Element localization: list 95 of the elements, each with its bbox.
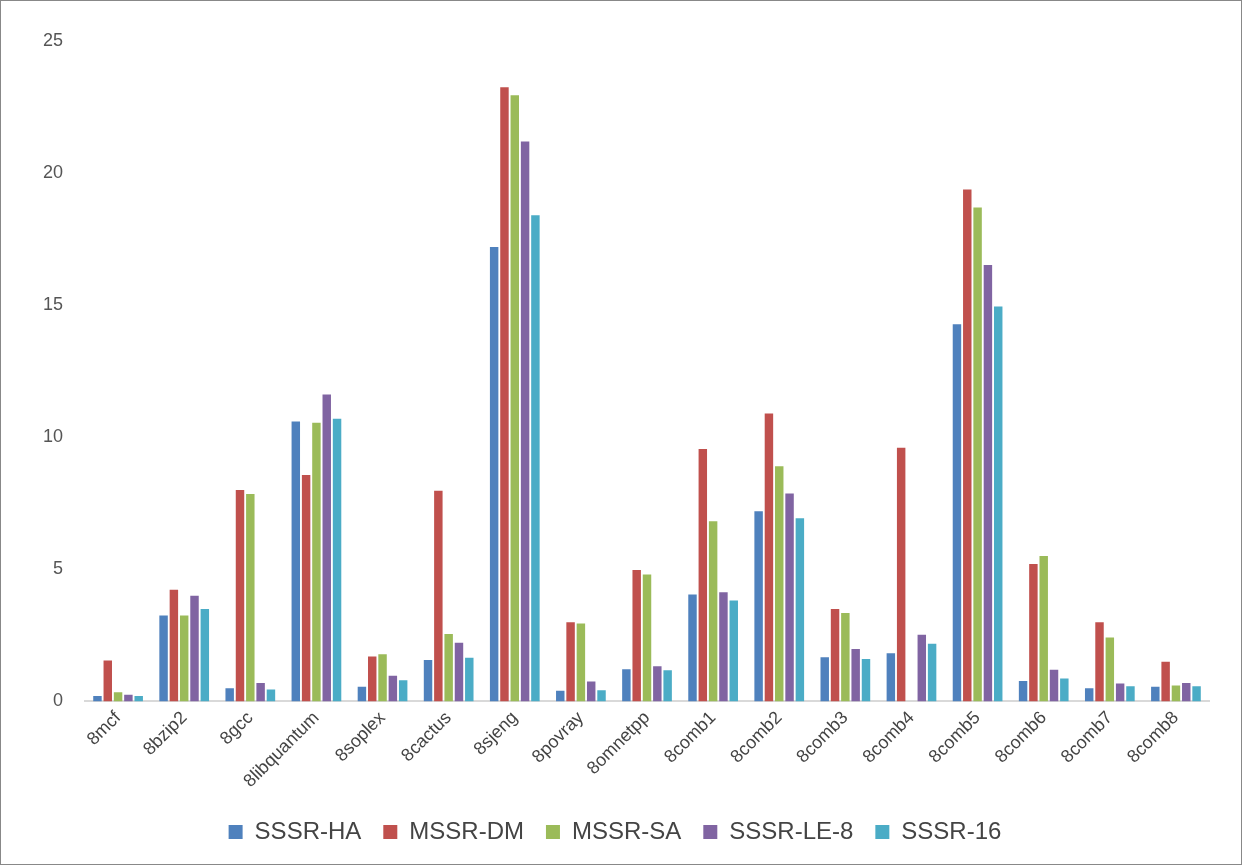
bar — [246, 494, 255, 702]
bar — [952, 324, 962, 702]
bar — [423, 659, 433, 702]
bar — [134, 696, 143, 702]
y-tick-label: 20 — [42, 162, 64, 183]
bar — [851, 649, 860, 702]
bar — [291, 421, 301, 702]
bar — [531, 215, 540, 702]
bar — [719, 592, 728, 702]
bar — [993, 306, 1003, 702]
bar — [332, 418, 342, 702]
bar — [556, 690, 565, 702]
bar — [775, 466, 784, 702]
bar — [688, 594, 697, 702]
bar — [1084, 688, 1094, 702]
bar — [1105, 637, 1115, 702]
bar — [764, 413, 774, 702]
bar — [1039, 556, 1048, 702]
bar — [113, 692, 123, 702]
bar — [1049, 669, 1059, 702]
legend-label: SSSR-HA — [254, 816, 362, 844]
y-tick-label: 15 — [42, 294, 64, 315]
bar — [434, 490, 443, 702]
y-tick-label: 25 — [42, 29, 64, 50]
y-tick-label: 5 — [53, 558, 64, 579]
bar — [1029, 564, 1038, 702]
legend-label: SSSR-16 — [901, 816, 1002, 844]
bar — [795, 518, 805, 702]
bar — [398, 680, 408, 702]
bar — [322, 394, 331, 702]
bar — [225, 688, 234, 702]
bar — [886, 653, 896, 702]
bar — [520, 141, 530, 702]
bar — [729, 600, 738, 702]
bar — [1018, 681, 1028, 702]
bar — [312, 422, 321, 702]
bar — [200, 608, 210, 702]
legend-label: MSSR-SA — [571, 816, 682, 844]
bar — [388, 675, 398, 702]
bar — [256, 682, 265, 702]
bar — [169, 589, 179, 702]
bar — [266, 689, 276, 702]
bar — [510, 95, 520, 702]
bar — [576, 623, 586, 702]
bar — [708, 521, 718, 702]
bar — [368, 656, 377, 702]
bar — [93, 696, 102, 702]
bar — [1151, 686, 1160, 702]
bar — [500, 87, 509, 702]
bar — [357, 686, 367, 702]
bar — [190, 595, 199, 702]
y-tick-label: 0 — [53, 690, 64, 711]
bar — [444, 634, 453, 702]
bar — [1060, 678, 1069, 702]
bar — [1161, 661, 1170, 702]
bar — [663, 670, 672, 702]
bar — [622, 669, 631, 702]
bar — [566, 622, 575, 702]
legend-label: MSSR-DM — [409, 816, 524, 844]
bar — [1115, 683, 1125, 702]
bar — [1126, 686, 1135, 702]
bar — [785, 493, 794, 702]
bar — [820, 657, 829, 702]
bar — [235, 490, 245, 702]
bar — [653, 666, 662, 702]
bar — [597, 690, 606, 702]
bar — [103, 660, 112, 702]
bar — [179, 615, 189, 702]
bar — [159, 615, 168, 702]
bar — [973, 207, 982, 702]
bar — [983, 265, 993, 702]
bar — [454, 642, 464, 702]
bar — [698, 449, 708, 702]
bar — [841, 612, 850, 702]
bar — [754, 511, 763, 702]
bar — [1095, 622, 1104, 702]
bar — [124, 694, 133, 702]
bar — [1192, 686, 1201, 702]
bar — [963, 189, 972, 702]
bar — [378, 654, 387, 702]
bar — [1182, 682, 1191, 702]
bar — [927, 643, 937, 702]
bar — [917, 634, 927, 702]
bar — [586, 681, 596, 702]
bar — [1171, 685, 1181, 702]
legend-label: SSSR-LE-8 — [729, 816, 854, 844]
bar — [465, 657, 474, 702]
bar — [830, 608, 840, 702]
bar — [301, 475, 311, 702]
bar — [861, 659, 871, 702]
bar — [642, 574, 652, 702]
bar — [896, 447, 906, 702]
bar — [632, 570, 641, 702]
bar — [489, 247, 499, 702]
y-tick-label: 10 — [42, 426, 64, 447]
